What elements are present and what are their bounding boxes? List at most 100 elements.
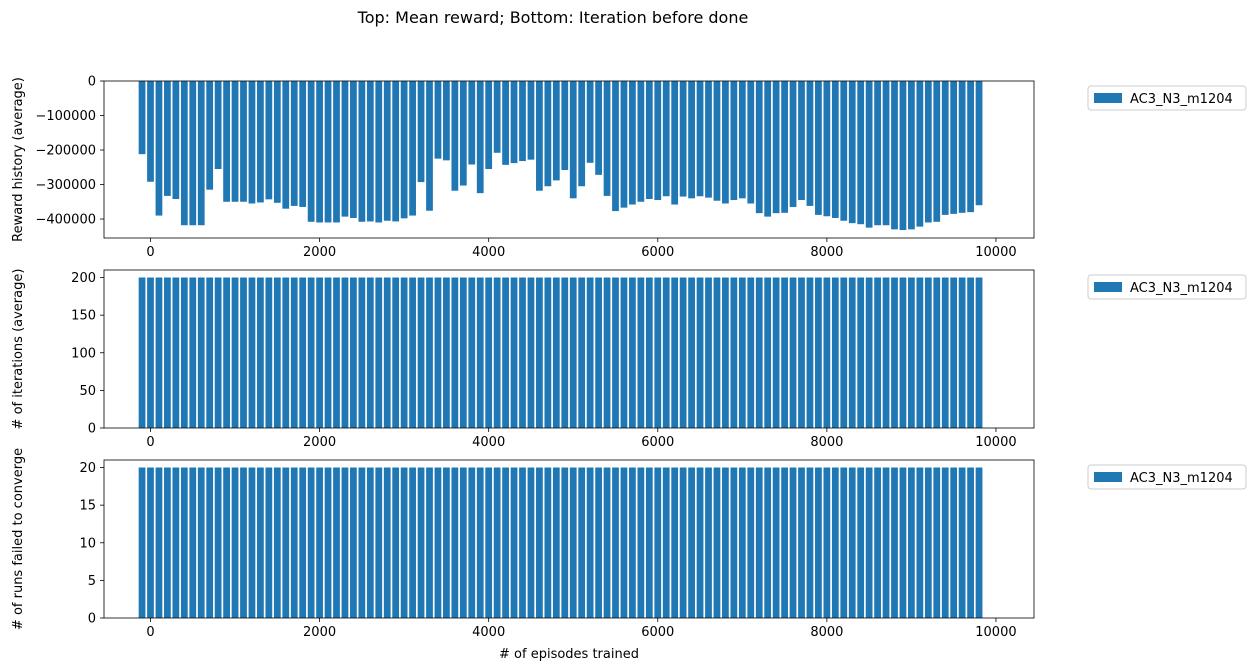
bar: [434, 277, 442, 428]
bar: [874, 277, 881, 428]
bar: [223, 277, 230, 428]
bar: [671, 81, 679, 205]
bar: [240, 467, 247, 618]
legend-frame: [1087, 85, 1247, 111]
bar: [417, 81, 425, 183]
y-tick-label: 10: [79, 536, 96, 551]
bar: [891, 277, 898, 428]
bar: [417, 467, 425, 618]
bar: [798, 467, 805, 618]
bar: [612, 81, 619, 212]
bar: [924, 81, 932, 223]
bar: [197, 81, 205, 226]
bar: [705, 81, 712, 198]
x-tick-label: 0: [146, 625, 154, 640]
bar: [645, 467, 653, 618]
x-tick-label: 4000: [472, 435, 505, 450]
bar: [908, 467, 915, 618]
bar: [350, 467, 357, 618]
bar: [197, 277, 205, 428]
bar: [755, 81, 763, 214]
bar: [164, 277, 171, 428]
bar: [248, 81, 256, 204]
bar: [282, 81, 290, 209]
bar: [392, 467, 400, 618]
bar: [637, 81, 645, 202]
bar: [738, 467, 746, 618]
bar: [806, 277, 814, 428]
bar: [645, 81, 653, 200]
x-axis-label: # of episodes trained: [499, 647, 639, 662]
bar: [316, 467, 323, 618]
bar: [443, 81, 450, 161]
bar: [231, 277, 239, 428]
bar: [426, 277, 433, 428]
bar: [155, 277, 163, 428]
bar: [257, 81, 264, 203]
bar: [865, 467, 873, 618]
bar: [164, 467, 171, 618]
bar: [569, 81, 577, 199]
y-tick-label: 5: [88, 574, 96, 589]
x-tick-label: 6000: [641, 245, 674, 260]
bar: [798, 81, 805, 201]
bar: [662, 81, 670, 197]
bar: [798, 277, 805, 428]
bar: [552, 277, 560, 428]
bar: [595, 277, 602, 428]
bar: [899, 277, 907, 428]
bar: [164, 81, 171, 196]
bar: [857, 81, 865, 225]
bar: [358, 81, 366, 222]
bar: [840, 81, 848, 221]
bar: [815, 277, 822, 428]
bar: [350, 277, 357, 428]
bar: [950, 277, 958, 428]
bar: [273, 467, 281, 618]
x-tick-label: 10000: [975, 625, 1016, 640]
bar: [214, 467, 222, 618]
bar: [443, 467, 450, 618]
bar: [781, 81, 788, 213]
bar: [578, 81, 586, 187]
bar: [823, 277, 831, 428]
bar: [366, 277, 374, 428]
bar: [899, 81, 907, 231]
bar: [383, 467, 391, 618]
bar: [552, 81, 560, 181]
bar: [967, 81, 974, 213]
bar: [586, 277, 594, 428]
bar: [316, 277, 323, 428]
bar: [459, 81, 467, 186]
bar: [519, 81, 526, 162]
bar: [738, 81, 746, 199]
subplot-3: 0 2000 4000 6000 8000 10000 0 5 10 15 20 # of runs …: [11, 448, 1247, 662]
bar: [975, 277, 983, 428]
bar: [578, 277, 586, 428]
bar: [536, 81, 543, 191]
bar: [434, 81, 442, 159]
bar: [941, 467, 949, 618]
bar: [874, 81, 881, 226]
bar: [290, 467, 298, 618]
bar: [375, 467, 383, 618]
bar: [257, 467, 264, 618]
bar: [603, 277, 611, 428]
bar: [206, 277, 214, 428]
bar: [392, 277, 400, 428]
y-tick-label: −400000: [35, 213, 96, 228]
x-tick-label: 8000: [810, 435, 843, 450]
bar: [958, 467, 966, 618]
bar: [324, 467, 332, 618]
bar: [316, 81, 323, 223]
bar: [882, 81, 890, 226]
bar: [772, 277, 780, 428]
bar: [882, 467, 890, 618]
bar: [688, 277, 695, 428]
bar: [722, 277, 729, 428]
axes-frame: [103, 269, 1035, 429]
bar: [671, 277, 679, 428]
bar: [916, 277, 924, 428]
legend-frame: [1087, 274, 1247, 300]
